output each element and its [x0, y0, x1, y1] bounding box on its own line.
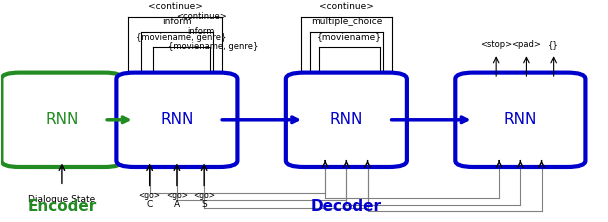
Text: <continue>: <continue>: [176, 12, 227, 21]
FancyBboxPatch shape: [1, 73, 122, 167]
Text: RNN: RNN: [45, 112, 78, 127]
Text: {moviename, genre}: {moviename, genre}: [168, 42, 258, 51]
Text: <pad>: <pad>: [511, 40, 541, 49]
Text: RNN: RNN: [161, 112, 193, 127]
Text: multiple_choice: multiple_choice: [311, 18, 382, 26]
Text: {}: {}: [548, 40, 559, 49]
Text: <stop>: <stop>: [480, 40, 512, 49]
Text: S: S: [201, 200, 207, 209]
Text: inform: inform: [162, 18, 192, 26]
Text: inform: inform: [187, 27, 215, 36]
FancyBboxPatch shape: [116, 73, 238, 167]
Text: C: C: [147, 200, 153, 209]
Text: RNN: RNN: [330, 112, 363, 127]
Text: <go>: <go>: [139, 190, 161, 200]
Text: Dialogue State: Dialogue State: [29, 195, 95, 204]
Text: {moviename, genre}: {moviename, genre}: [136, 32, 227, 42]
Text: <go>: <go>: [166, 190, 188, 200]
FancyBboxPatch shape: [455, 73, 586, 167]
Text: <continue>: <continue>: [148, 2, 203, 12]
Text: <continue>: <continue>: [319, 2, 374, 12]
Text: Encoder: Encoder: [27, 199, 97, 214]
Text: {moviename}: {moviename}: [317, 32, 382, 42]
Text: A: A: [174, 200, 180, 209]
FancyBboxPatch shape: [286, 73, 407, 167]
Text: <go>: <go>: [193, 190, 215, 200]
Text: Decoder: Decoder: [311, 199, 382, 214]
Text: RNN: RNN: [503, 112, 537, 127]
